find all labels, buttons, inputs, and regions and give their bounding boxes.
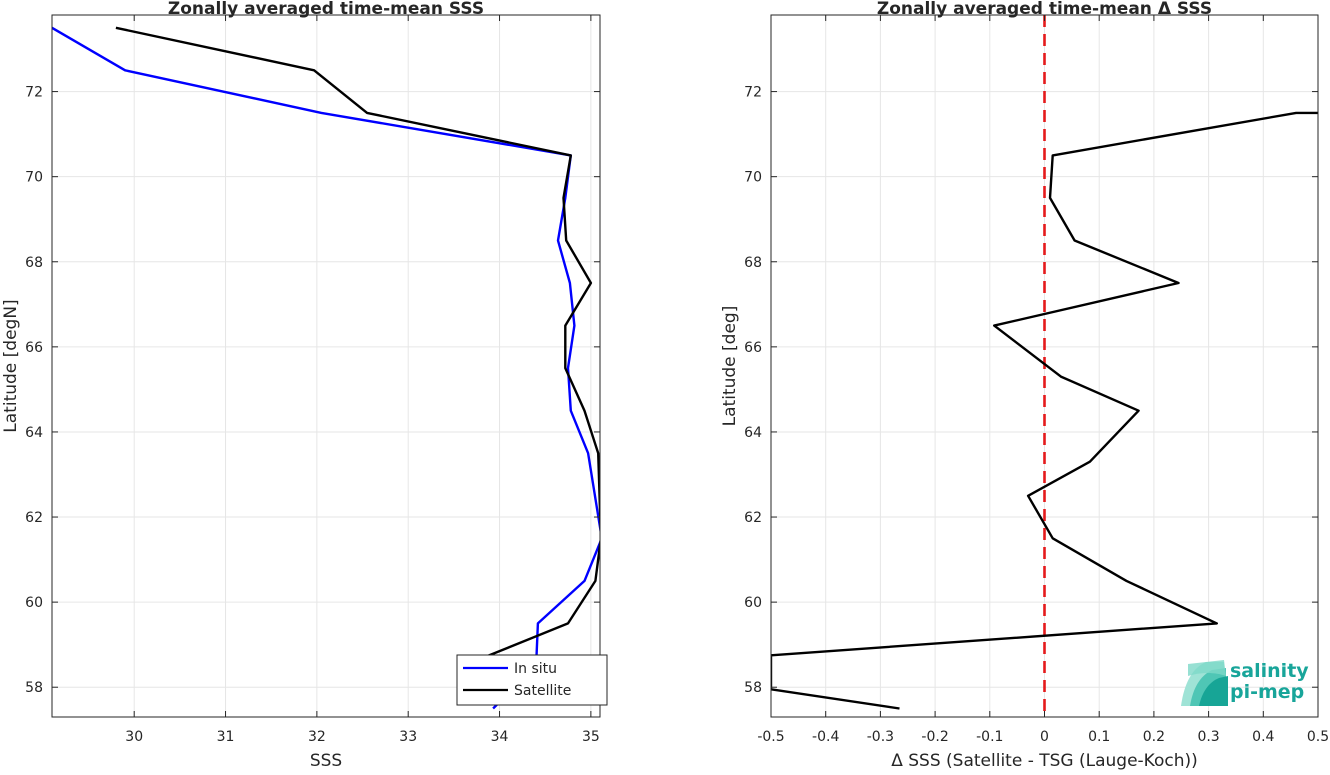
- legend-label-satellite: Satellite: [514, 683, 571, 699]
- x-tick-label: 0.3: [1197, 729, 1219, 745]
- x-tick-label: -0.3: [867, 729, 894, 745]
- y-tick-label: 60: [744, 595, 762, 611]
- y-tick-label: 62: [25, 510, 43, 526]
- x-tick-label: 0.5: [1307, 729, 1329, 745]
- x-tick-label: 0.1: [1088, 729, 1110, 745]
- y-tick-label: 64: [25, 425, 43, 441]
- y-tick-label: 72: [744, 85, 762, 101]
- right-x-axis-label: Δ SSS (Satellite - TSG (Lauge-Koch)): [891, 751, 1198, 770]
- left-ticks: 30 31 32 33 34 35 58 60 62 64 66 68 70 72: [25, 15, 600, 745]
- y-tick-label: 66: [744, 340, 762, 356]
- right-y-axis-label: Latitude [deg]: [720, 306, 740, 427]
- y-tick-label: 68: [744, 255, 762, 271]
- x-tick-label: -0.1: [976, 729, 1003, 745]
- x-tick-label: 0.2: [1143, 729, 1165, 745]
- y-tick-label: 58: [25, 680, 43, 696]
- logo-word-pimep: pi-mep: [1230, 681, 1304, 703]
- left-chart-title: Zonally averaged time-mean SSS: [168, 0, 484, 19]
- y-tick-label: 60: [25, 595, 43, 611]
- x-tick-label: 0.4: [1252, 729, 1274, 745]
- x-tick-label: 0: [1040, 729, 1049, 745]
- y-tick-label: 66: [25, 340, 43, 356]
- right-panel: -0.5 -0.4 -0.3 -0.2 -0.1 0 0.1 0.2 0.3 0.4 0.5 58 60…: [720, 0, 1329, 770]
- y-tick-label: 70: [744, 170, 762, 186]
- x-tick-label: 31: [217, 729, 235, 745]
- y-tick-label: 70: [25, 170, 43, 186]
- left-x-axis-label: SSS: [310, 751, 342, 770]
- x-tick-label: -0.2: [921, 729, 948, 745]
- right-chart-title: Zonally averaged time-mean Δ SSS: [877, 0, 1212, 19]
- x-tick-label: 30: [125, 729, 143, 745]
- x-tick-label: 34: [491, 729, 509, 745]
- x-tick-label: -0.4: [812, 729, 839, 745]
- logo-wave-icon: [1181, 660, 1228, 706]
- y-tick-label: 62: [744, 510, 762, 526]
- y-tick-label: 72: [25, 85, 43, 101]
- legend: In situ Satellite: [457, 655, 607, 705]
- x-tick-label: 35: [582, 729, 600, 745]
- y-tick-label: 68: [25, 255, 43, 271]
- left-y-axis-label: Latitude [degN]: [1, 299, 21, 432]
- legend-label-in-situ: In situ: [514, 661, 557, 677]
- x-tick-label: 33: [399, 729, 417, 745]
- logo-word-salinity: salinity: [1230, 660, 1309, 682]
- y-tick-label: 58: [744, 680, 762, 696]
- left-grid: [52, 15, 600, 717]
- x-tick-label: -0.5: [757, 729, 784, 745]
- y-tick-label: 64: [744, 425, 762, 441]
- x-tick-label: 32: [308, 729, 326, 745]
- left-panel: 30 31 32 33 34 35 58 60 62 64 66 68 70 72 Zonally ave…: [1, 0, 607, 770]
- salinity-pimep-logo: salinity pi-mep: [1181, 660, 1309, 706]
